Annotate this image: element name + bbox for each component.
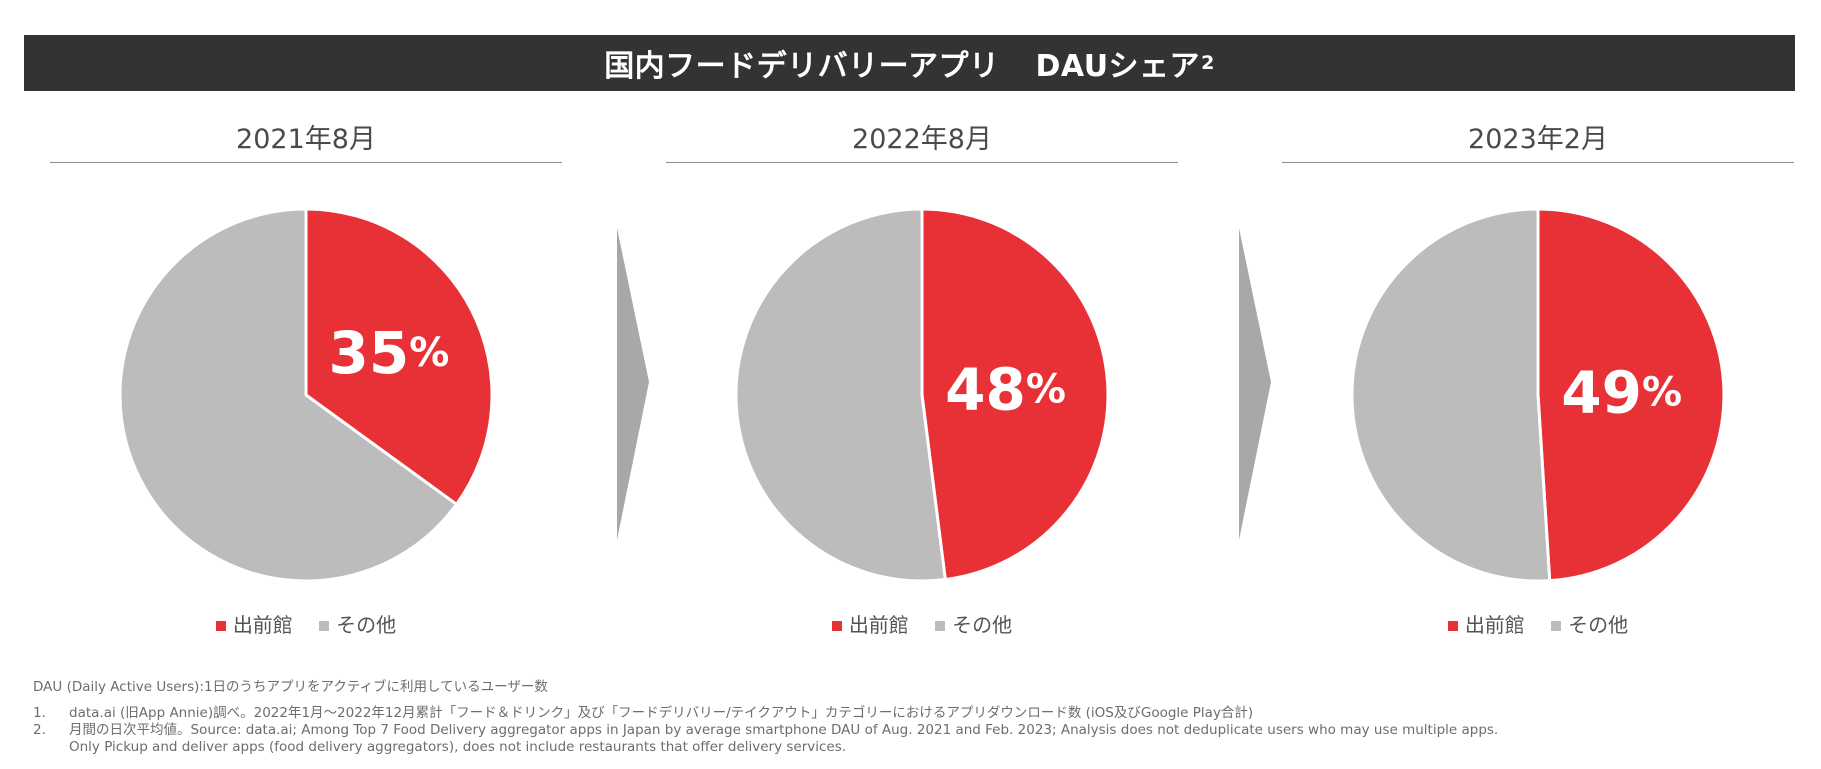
pie-slice-other	[1350, 207, 1552, 583]
legend-item-other: その他	[1551, 609, 1628, 638]
footnote-text: Only Pickup and deliver apps (food deliv…	[69, 739, 847, 755]
arrow-right-icon	[1239, 228, 1271, 540]
header-banner: 国内フードデリバリーアプリ DAUシェア 2	[24, 35, 1795, 91]
arrow-right-icon	[617, 228, 649, 540]
chart-panel-2022-08: 2022年8月 48% 出前館 その他	[666, 0, 1178, 660]
footnote-number: 2.	[33, 722, 46, 738]
pie-chart: 49%	[1350, 207, 1726, 583]
footnote-text: data.ai (旧App Annie)調べ。2022年1月～2022年12月累…	[69, 705, 1254, 721]
legend-item-other: その他	[935, 609, 1012, 638]
data-label-value: 48	[945, 356, 1026, 424]
legend-label: その他	[1568, 613, 1629, 637]
footnotes: DAU (Daily Active Users):1日のうちアプリをアクティブに…	[33, 679, 1498, 756]
legend-swatch-gray	[319, 621, 330, 631]
data-label-value: 49	[1561, 358, 1642, 426]
panel-divider	[1282, 162, 1794, 163]
panel-title: 2022年8月	[852, 124, 992, 155]
pie-chart: 35%	[118, 207, 494, 583]
legend-label: 出前館	[848, 613, 909, 637]
pie-slice-demaecan	[920, 207, 1110, 582]
data-label-unit: %	[1026, 367, 1066, 413]
legend-label: その他	[336, 613, 397, 637]
pie-slice-demaecan	[304, 207, 494, 506]
footnote-number: 1.	[33, 705, 46, 721]
chart-panel-2021-08: 2021年8月 35% 出前館 その他	[50, 0, 562, 660]
pie-slice-demaecan	[1536, 207, 1726, 583]
footnote-text: 月間の日次平均値。Source: data.ai; Among Top 7 Fo…	[69, 722, 1499, 738]
legend-item-demaecan: 出前館	[215, 609, 293, 638]
pie-slice-other	[734, 207, 947, 583]
legend: 出前館 その他	[666, 609, 1178, 638]
pie-data-label: 48%	[945, 356, 1066, 424]
footnote-2: 2. 月間の日次平均値。Source: data.ai; Among Top 7…	[33, 722, 1498, 756]
legend-item-demaecan: 出前館	[1447, 609, 1525, 638]
legend-item-other: その他	[319, 609, 396, 638]
pie-slice-other	[118, 207, 458, 583]
legend-label: その他	[952, 613, 1013, 637]
banner-title: 国内フードデリバリーアプリ	[604, 49, 1000, 84]
panel-title: 2023年2月	[1468, 124, 1608, 155]
pie-data-label: 35%	[329, 319, 450, 387]
legend-label: 出前館	[232, 613, 293, 637]
banner-footnote-ref: 2	[1201, 52, 1215, 74]
data-label-unit: %	[409, 330, 449, 376]
legend-swatch-red	[215, 621, 226, 631]
data-label-unit: %	[1642, 369, 1682, 415]
legend-swatch-red	[831, 621, 842, 631]
legend-swatch-red	[1447, 621, 1458, 631]
legend-swatch-gray	[1551, 621, 1562, 631]
panel-divider	[50, 162, 562, 163]
footnote-1: 1. data.ai (旧App Annie)調べ。2022年1月～2022年1…	[33, 705, 1498, 722]
legend-swatch-gray	[935, 621, 946, 631]
panel-title: 2021年8月	[236, 124, 376, 155]
legend-item-demaecan: 出前館	[831, 609, 909, 638]
data-label-value: 35	[329, 319, 410, 387]
legend: 出前館 その他	[1282, 609, 1794, 638]
legend: 出前館 その他	[50, 609, 562, 638]
legend-label: 出前館	[1464, 613, 1525, 637]
panel-divider	[666, 162, 1178, 163]
banner-title-dau: DAUシェア	[1035, 49, 1201, 84]
chart-panel-2023-02: 2023年2月 49% 出前館 その他	[1282, 0, 1794, 660]
pie-data-label: 49%	[1561, 358, 1682, 426]
pie-chart: 48%	[734, 207, 1110, 583]
footnote-definition: DAU (Daily Active Users):1日のうちアプリをアクティブに…	[33, 679, 548, 695]
